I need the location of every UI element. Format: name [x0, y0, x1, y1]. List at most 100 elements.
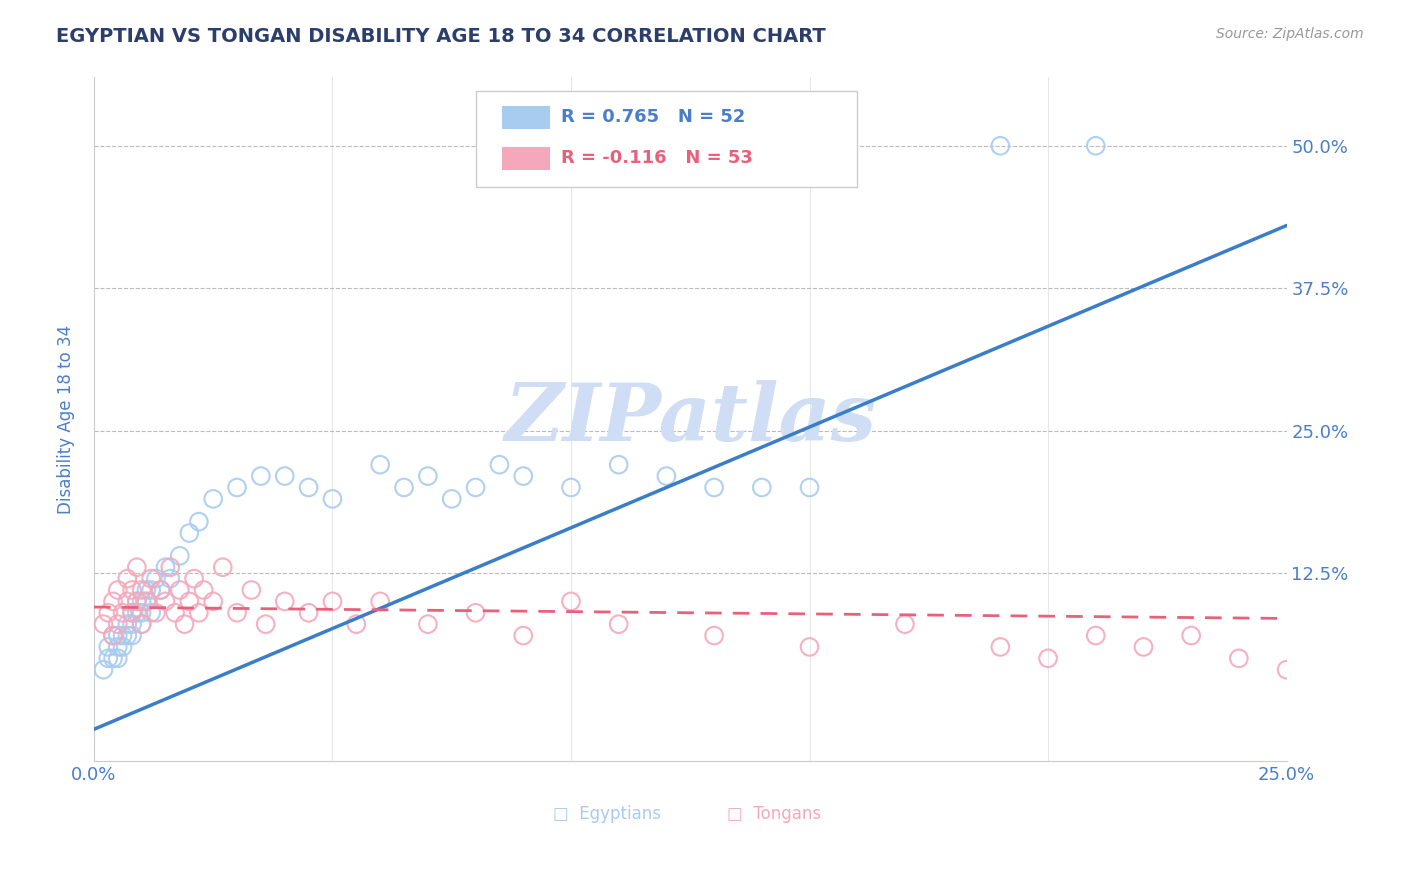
Point	[159, 560, 181, 574]
Point	[101, 651, 124, 665]
Point	[202, 594, 225, 608]
Text: ZIPatlas: ZIPatlas	[505, 380, 876, 458]
Point	[274, 469, 297, 483]
Point	[97, 640, 120, 654]
Point	[703, 480, 725, 494]
Point	[117, 572, 139, 586]
Point	[107, 651, 129, 665]
Point	[344, 617, 367, 632]
Point	[111, 640, 134, 654]
Point	[117, 594, 139, 608]
Point	[131, 617, 153, 632]
Point	[117, 617, 139, 632]
Point	[135, 582, 157, 597]
Point	[173, 617, 195, 632]
FancyBboxPatch shape	[502, 106, 550, 128]
Point	[655, 469, 678, 483]
Point	[1180, 628, 1202, 642]
Point	[607, 458, 630, 472]
Point	[464, 606, 486, 620]
Point	[193, 582, 215, 597]
Point	[111, 606, 134, 620]
Point	[297, 480, 319, 494]
Point	[111, 628, 134, 642]
Point	[163, 606, 186, 620]
Point	[226, 480, 249, 494]
Point	[254, 617, 277, 632]
Point	[107, 617, 129, 632]
Point	[183, 572, 205, 586]
Point	[250, 469, 273, 483]
Point	[125, 594, 148, 608]
Point	[93, 617, 115, 632]
Point	[121, 617, 143, 632]
Point	[607, 617, 630, 632]
Point	[440, 491, 463, 506]
Point	[187, 515, 209, 529]
Point	[321, 491, 343, 506]
Point	[488, 458, 510, 472]
Point	[145, 572, 167, 586]
Point	[703, 628, 725, 642]
Point	[107, 640, 129, 654]
Point	[368, 458, 391, 472]
Y-axis label: Disability Age 18 to 34: Disability Age 18 to 34	[58, 325, 75, 514]
Point	[179, 526, 201, 541]
Point	[368, 594, 391, 608]
FancyBboxPatch shape	[475, 91, 858, 186]
Point	[392, 480, 415, 494]
Point	[131, 582, 153, 597]
Text: □  Egyptians: □ Egyptians	[553, 805, 661, 823]
Point	[101, 628, 124, 642]
Point	[799, 480, 821, 494]
Point	[416, 617, 439, 632]
Point	[751, 480, 773, 494]
Point	[117, 628, 139, 642]
Point	[131, 594, 153, 608]
Point	[149, 582, 172, 597]
Point	[141, 606, 163, 620]
Text: Source: ZipAtlas.com: Source: ZipAtlas.com	[1216, 27, 1364, 41]
Point	[297, 606, 319, 620]
Point	[416, 469, 439, 483]
Point	[121, 582, 143, 597]
Point	[135, 594, 157, 608]
Point	[512, 469, 534, 483]
Point	[149, 582, 172, 597]
Point	[169, 549, 191, 563]
Point	[141, 582, 163, 597]
Text: R = -0.116   N = 53: R = -0.116 N = 53	[561, 150, 754, 168]
Text: R = 0.765   N = 52: R = 0.765 N = 52	[561, 109, 745, 127]
Point	[202, 491, 225, 506]
Point	[93, 663, 115, 677]
Point	[988, 640, 1011, 654]
Point	[121, 606, 143, 620]
Point	[131, 606, 153, 620]
Point	[155, 594, 177, 608]
Point	[145, 606, 167, 620]
Point	[169, 582, 191, 597]
Point	[1084, 628, 1107, 642]
Point	[894, 617, 917, 632]
Point	[131, 617, 153, 632]
Point	[1132, 640, 1154, 654]
Point	[121, 628, 143, 642]
FancyBboxPatch shape	[502, 147, 550, 169]
Point	[97, 651, 120, 665]
Point	[179, 594, 201, 608]
Point	[512, 628, 534, 642]
Point	[321, 594, 343, 608]
Point	[560, 480, 582, 494]
Point	[560, 594, 582, 608]
Point	[1084, 138, 1107, 153]
Point	[125, 594, 148, 608]
Point	[240, 582, 263, 597]
Point	[1275, 663, 1298, 677]
Point	[141, 572, 163, 586]
Point	[125, 606, 148, 620]
Text: □  Tongans: □ Tongans	[727, 805, 821, 823]
Point	[107, 628, 129, 642]
Text: EGYPTIAN VS TONGAN DISABILITY AGE 18 TO 34 CORRELATION CHART: EGYPTIAN VS TONGAN DISABILITY AGE 18 TO …	[56, 27, 825, 45]
Point	[135, 594, 157, 608]
Point	[187, 606, 209, 620]
